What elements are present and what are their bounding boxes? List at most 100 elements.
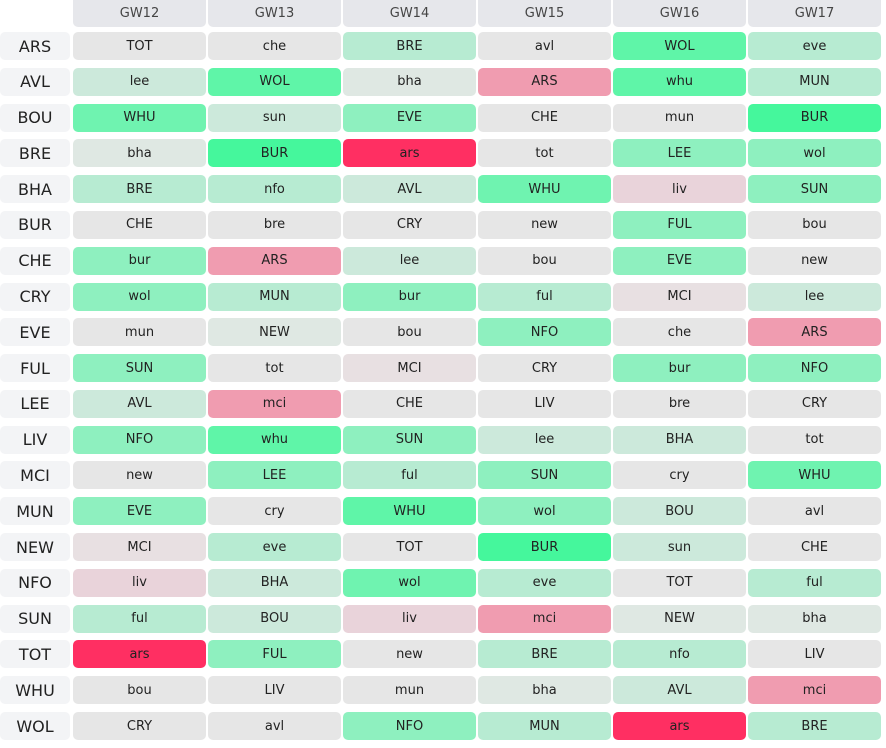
fixture-cell: NFO	[748, 354, 881, 383]
team-label-mci: MCI	[0, 461, 70, 490]
fixture-cell: LEE	[208, 461, 341, 490]
fixture-cell: ars	[613, 712, 746, 740]
fixture-cell: ful	[748, 568, 881, 597]
fixture-cell: mun	[73, 318, 206, 347]
fixture-cell: CHE	[478, 103, 611, 132]
fixture-cell: cry	[208, 497, 341, 526]
team-label-avl: AVL	[0, 67, 70, 96]
fixture-cell: SUN	[478, 461, 611, 490]
fixture-cell: LIV	[478, 389, 611, 418]
column-header-gw15[interactable]: GW15	[478, 0, 611, 27]
fixture-cell: cry	[613, 461, 746, 490]
fixture-cell: tot	[748, 425, 881, 454]
fixture-cell: bou	[343, 318, 476, 347]
fixture-cell: BHA	[613, 425, 746, 454]
team-label-nfo: NFO	[0, 568, 70, 597]
fixture-cell: BUR	[748, 103, 881, 132]
fixture-cell: bou	[748, 210, 881, 239]
fixture-cell: tot	[208, 354, 341, 383]
fixture-cell: bha	[343, 67, 476, 96]
fixture-cell: AVL	[613, 676, 746, 705]
fixture-cell: ars	[343, 139, 476, 168]
fixture-cell: MUN	[748, 67, 881, 96]
column-header-gw17[interactable]: GW17	[748, 0, 881, 27]
fixture-cell: bur	[613, 354, 746, 383]
fixture-cell: NFO	[478, 318, 611, 347]
fixture-cell: LIV	[748, 640, 881, 669]
fixture-cell: WOL	[613, 32, 746, 60]
fixture-cell: lee	[343, 246, 476, 275]
fixture-cell: che	[613, 318, 746, 347]
fixture-cell: WHU	[748, 461, 881, 490]
column-header-gw12[interactable]: GW12	[73, 0, 206, 27]
fixture-cell: liv	[343, 604, 476, 633]
fixture-cell: ful	[343, 461, 476, 490]
fixture-cell: liv	[613, 175, 746, 204]
fixture-cell: mci	[748, 676, 881, 705]
fixture-cell: lee	[73, 67, 206, 96]
fixture-cell: MCI	[613, 282, 746, 311]
fixture-cell: LEE	[613, 139, 746, 168]
fixture-cell: SUN	[748, 175, 881, 204]
team-label-tot: TOT	[0, 640, 70, 669]
fixture-cell: ARS	[478, 67, 611, 96]
fixture-cell: bre	[208, 210, 341, 239]
team-label-whu: WHU	[0, 676, 70, 705]
fixture-cell: mun	[343, 676, 476, 705]
fixture-cell: CHE	[343, 389, 476, 418]
fixture-cell: nfo	[613, 640, 746, 669]
fixture-cell: bur	[343, 282, 476, 311]
column-header-gw13[interactable]: GW13	[208, 0, 341, 27]
fixture-cell: LIV	[208, 676, 341, 705]
column-header-gw14[interactable]: GW14	[343, 0, 476, 27]
team-label-ars: ARS	[0, 32, 70, 60]
fixture-cell: avl	[208, 712, 341, 740]
fixture-cell: nfo	[208, 175, 341, 204]
fixture-cell: ful	[73, 604, 206, 633]
fixture-cell: che	[208, 32, 341, 60]
fixture-cell: new	[478, 210, 611, 239]
fixture-cell: wol	[343, 568, 476, 597]
fixture-cell: wol	[73, 282, 206, 311]
fixture-cell: FUL	[208, 640, 341, 669]
column-header-gw16[interactable]: GW16	[613, 0, 746, 27]
fixture-cell: eve	[208, 533, 341, 562]
fixture-cell: SUN	[343, 425, 476, 454]
fixture-cell: bha	[478, 676, 611, 705]
team-label-ful: FUL	[0, 354, 70, 383]
fixture-cell: TOT	[73, 32, 206, 60]
team-label-wol: WOL	[0, 712, 70, 740]
fixture-cell: CRY	[343, 210, 476, 239]
fixture-cell: MUN	[208, 282, 341, 311]
fixture-cell: ful	[478, 282, 611, 311]
fixture-cell: AVL	[343, 175, 476, 204]
fixture-cell: WHU	[343, 497, 476, 526]
fixture-cell: whu	[613, 67, 746, 96]
fixture-cell: sun	[613, 533, 746, 562]
fixture-cell: TOT	[613, 568, 746, 597]
fixture-cell: whu	[208, 425, 341, 454]
fixture-cell: ars	[73, 640, 206, 669]
fixture-cell: BRE	[73, 175, 206, 204]
fixture-cell: bre	[613, 389, 746, 418]
fixture-cell: new	[343, 640, 476, 669]
team-label-bur: BUR	[0, 210, 70, 239]
team-label-liv: LIV	[0, 425, 70, 454]
fixture-cell: BUR	[478, 533, 611, 562]
fixture-cell: bha	[748, 604, 881, 633]
fixture-cell: EVE	[73, 497, 206, 526]
fixture-cell: CHE	[73, 210, 206, 239]
fixture-cell: tot	[478, 139, 611, 168]
fixture-cell: WHU	[478, 175, 611, 204]
team-label-bha: BHA	[0, 175, 70, 204]
fixture-cell: mci	[208, 389, 341, 418]
fixture-cell: BRE	[478, 640, 611, 669]
fixture-cell: AVL	[73, 389, 206, 418]
fixture-cell: CHE	[748, 533, 881, 562]
fixture-cell: wol	[748, 139, 881, 168]
fixture-cell: NEW	[208, 318, 341, 347]
fixture-cell: eve	[478, 568, 611, 597]
fixture-cell: BRE	[343, 32, 476, 60]
fixture-cell: avl	[748, 497, 881, 526]
